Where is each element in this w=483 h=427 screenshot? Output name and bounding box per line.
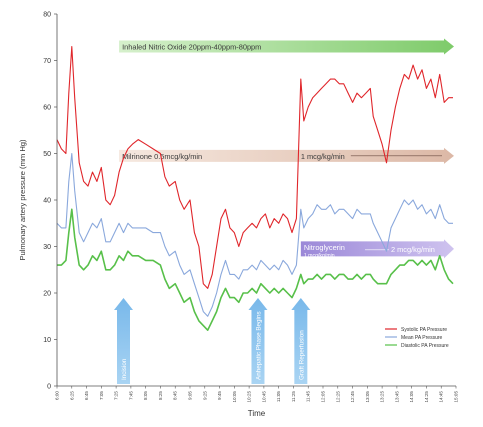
y-tick-label: 20 [43, 291, 51, 298]
drug-bands: Inhaled Nitric Oxide 20ppm-40ppm-80ppm Mi… [119, 38, 455, 259]
drug-band-label: Milrinone 0.5mcg/kg/min [122, 152, 202, 161]
event-label: Incision [121, 358, 128, 380]
x-tick-label: 12:45 [350, 391, 355, 403]
x-tick-label: 13:05 [365, 391, 370, 403]
x-tick-label: 11:05 [276, 391, 281, 403]
event-arrow [291, 298, 311, 384]
legend-label: Diastolic PA Pressure [401, 343, 449, 349]
event-arrow [114, 298, 133, 384]
x-tick-label: 8:05 [143, 391, 148, 400]
x-tick-label: 6:45 [84, 391, 89, 400]
x-tick-label: 8:25 [158, 391, 163, 400]
drug-band-arrow [300, 239, 454, 259]
x-tick-label: 11:25 [291, 391, 296, 403]
x-tick-label: 10:25 [247, 391, 252, 403]
drug-band-label-2: 1 mcg/kg/min [301, 152, 345, 161]
x-tick-label: 14:25 [424, 391, 429, 403]
y-axis-title: Pulmonary artery pressure (mm Hg) [18, 139, 27, 261]
drug-band-sublabel: 1 mcg/kg/min [304, 253, 335, 259]
y-tick-label: 40 [43, 198, 51, 205]
x-tick-label: 8:45 [173, 391, 178, 400]
x-tick-label: 15:05 [454, 391, 459, 403]
event-arrows: Incision Anhepatic Phase Begins Graft Repe… [114, 298, 311, 384]
x-axis-title: Time [248, 409, 266, 418]
y-tick-label: 80 [43, 12, 51, 19]
x-tick-label: 9:05 [188, 391, 193, 400]
x-tick-label: 12:05 [321, 391, 326, 403]
drug-band-label: Nitroglycerin [304, 243, 345, 252]
legend: Systolic PA Pressure Mean PA Pressure Dias… [385, 327, 449, 349]
series-line [57, 208, 454, 332]
y-tick-label: 70 [43, 58, 51, 65]
legend-label: Systolic PA Pressure [401, 327, 447, 333]
series-line [56, 152, 453, 317]
x-tick-label: 10:05 [232, 391, 237, 403]
x-tick-label: 6:25 [69, 391, 74, 400]
drug-band-arrow [119, 147, 455, 164]
y-tick-label: 0 [47, 384, 51, 391]
x-tick-label: 9:45 [217, 391, 222, 400]
x-tick-label: 10:45 [261, 391, 266, 403]
y-tick-label: 30 [43, 244, 51, 251]
x-tick-label: 7:45 [128, 391, 133, 400]
x-tick-label: 12:25 [335, 391, 340, 403]
y-tick-label: 10 [43, 337, 51, 344]
series-line [56, 46, 453, 289]
x-tick-label: 7:05 [99, 391, 104, 400]
y-tick-label: 60 [43, 105, 51, 112]
axes: 0 10 20 30 40 50 60 70 80 6:00 6:25 6:45 7:05 7:25 7:4… [18, 12, 459, 419]
x-tick-label: 14:05 [409, 391, 414, 403]
x-tick-label: 13:25 [380, 391, 385, 403]
x-tick-label: 11:45 [306, 391, 311, 403]
event-label: Anhepatic Phase Begins [255, 311, 262, 380]
x-tick-label: 7:25 [114, 391, 119, 400]
drug-band-label-2: 2 mcg/kg/min [391, 245, 435, 254]
x-tick-label: 14:45 [439, 391, 444, 403]
drug-band-label: Inhaled Nitric Oxide 20ppm-40ppm-80ppm [122, 43, 261, 52]
legend-label: Mean PA Pressure [401, 335, 443, 341]
x-tick-label: 9:25 [202, 391, 207, 400]
drug-band-arrow [119, 38, 455, 55]
x-tick-label: 13:45 [394, 391, 399, 403]
event-label: Graft Reperfusion [298, 330, 305, 380]
x-tick-label: 6:00 [55, 391, 60, 400]
y-tick-label: 50 [43, 151, 51, 158]
event-arrow [248, 298, 268, 384]
series-lines [56, 46, 454, 332]
